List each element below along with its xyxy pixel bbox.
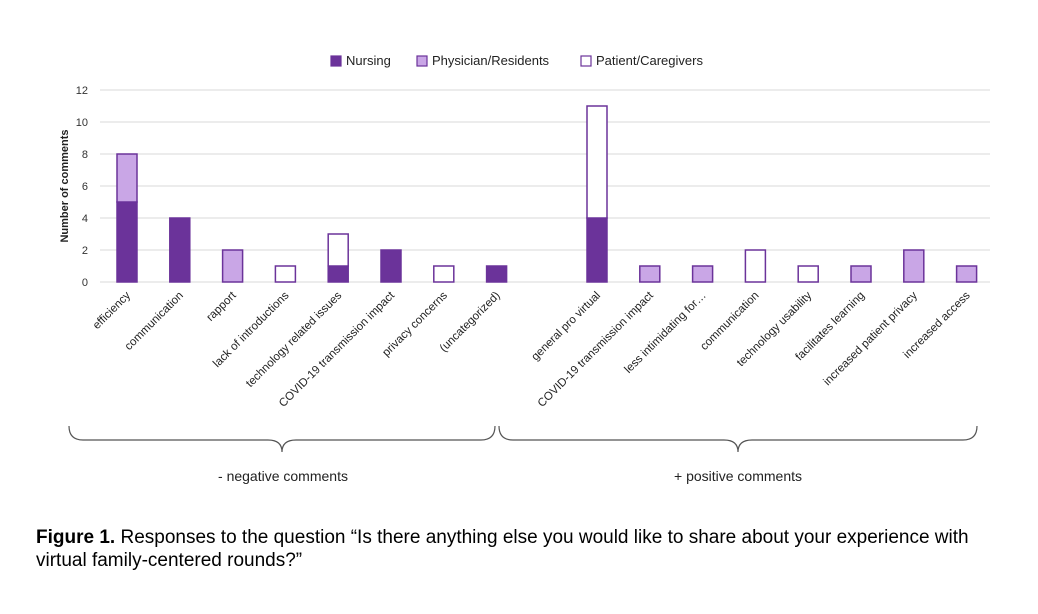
y-tick-label: 0 [82, 277, 88, 289]
chart-area: 0 2 4 6 8 10 12 Number of comments efficiency com… [59, 53, 990, 484]
legend-swatch [580, 55, 592, 67]
bar-segment [327, 265, 349, 283]
group-label: - negative comments [218, 468, 348, 484]
x-tick-label: communication [123, 290, 186, 353]
bar-segment [327, 233, 349, 267]
legend-swatch [330, 55, 342, 67]
group-label: + positive comments [674, 468, 802, 484]
y-axis-label: Number of comments [59, 129, 71, 242]
x-tick-label: COVID-19 transmission impact [536, 289, 657, 410]
y-tick-label: 12 [76, 85, 88, 97]
legend-label: Patient/Caregivers [596, 53, 703, 68]
bar-segment [744, 249, 767, 283]
bar-segment [274, 265, 297, 283]
bar-segment [586, 217, 608, 283]
y-tick-label: 6 [82, 181, 88, 193]
bar-segment [691, 265, 714, 283]
stacked-bar-chart: 0 2 4 6 8 10 12 Number of comments efficiencycom… [59, 53, 990, 484]
bar-segment [485, 265, 508, 283]
bar-segment [903, 249, 925, 283]
bar-segment [116, 153, 138, 203]
brace-negative [68, 425, 496, 453]
figure-caption-label: Figure 1. [36, 527, 116, 548]
bar-segment [955, 265, 978, 283]
figure-caption-text: Responses to the question “Is there anyt… [36, 527, 969, 571]
bar-segment [221, 249, 244, 283]
x-tick-label: technology related issues [244, 289, 344, 389]
brace-positive [498, 425, 978, 453]
x-tick-label: increased patient privacy [821, 289, 920, 388]
legend-label: Physician/Residents [432, 53, 550, 68]
bar-segment [169, 217, 191, 283]
figure-caption: Figure 1. Responses to the question “Is … [36, 526, 996, 572]
legend-label: Nursing [346, 53, 391, 68]
bar-segment [380, 249, 402, 283]
y-tick-label: 8 [82, 149, 88, 161]
bar-segment [433, 265, 455, 283]
y-tick-label: 4 [82, 213, 88, 225]
bar-segment [586, 105, 608, 219]
y-tick-label: 2 [82, 245, 88, 257]
bar-segment [850, 265, 872, 283]
x-tick-label: COVID-19 transmission impact [277, 289, 398, 410]
x-tick-label: rapport [204, 289, 239, 324]
x-tick-label: efficiency [91, 289, 133, 331]
bar-segment [116, 201, 138, 283]
legend-swatch [416, 55, 428, 67]
bar-segment [797, 265, 819, 283]
bar-segment [639, 265, 661, 283]
y-tick-label: 10 [76, 117, 88, 129]
